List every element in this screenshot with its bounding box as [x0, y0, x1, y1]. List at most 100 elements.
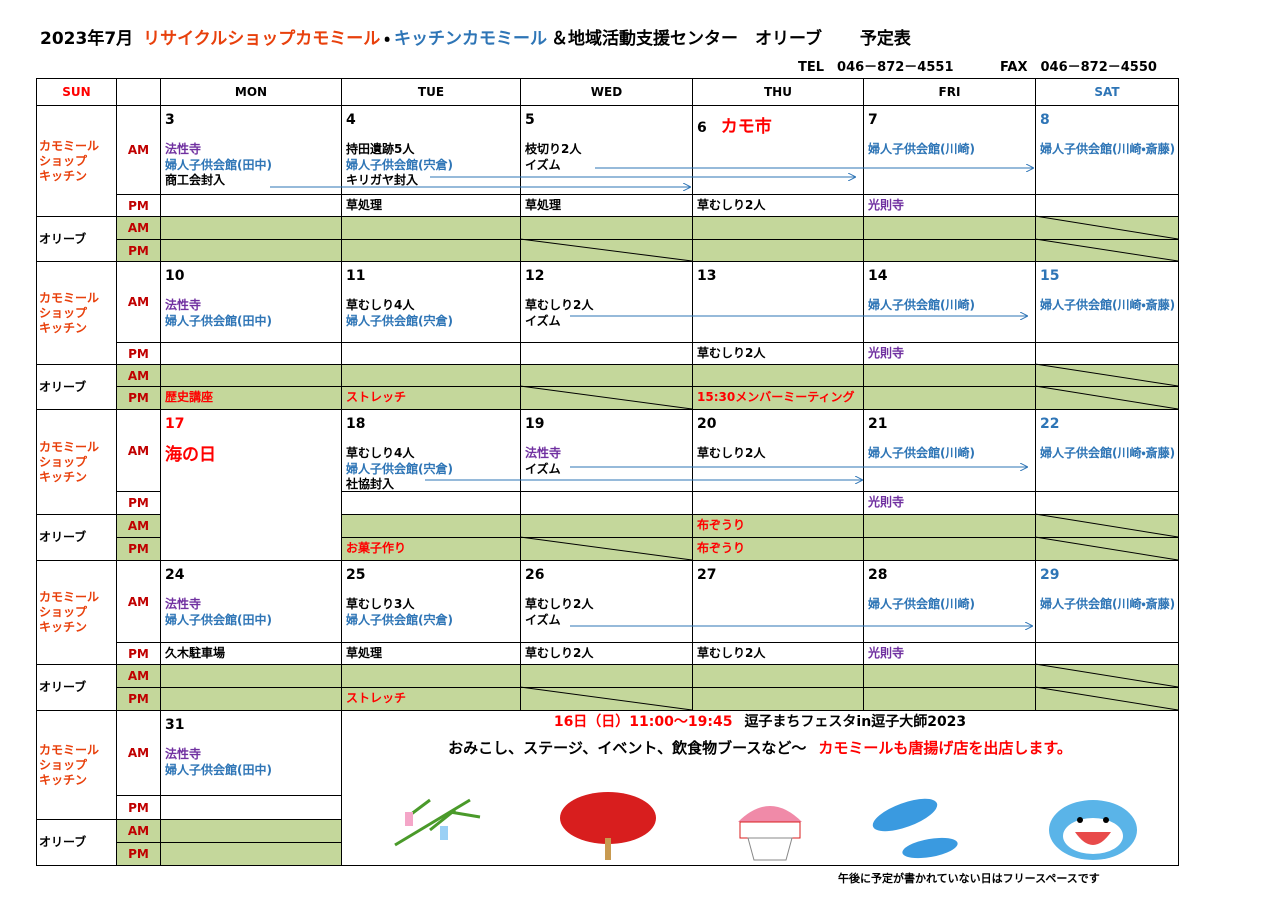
diagonal: [1034, 385, 1179, 410]
entry: 光則寺: [868, 646, 905, 660]
entry: 草処理: [346, 646, 383, 660]
olive-pm-cell: 布ぞうり: [692, 537, 864, 561]
day-cell: 15 婦人子供会館(川崎・斎藤): [1035, 261, 1179, 343]
date: 8: [1040, 112, 1050, 128]
olive-pm-cell: [863, 687, 1036, 711]
notice-text: カモミールも唐揚げ店を出店します。: [818, 739, 1072, 757]
entry: イズム: [525, 157, 561, 172]
entries: 光則寺: [868, 495, 904, 510]
holiday-name: 海の日: [165, 445, 216, 465]
am-label: AM: [116, 514, 161, 538]
date: 18: [346, 416, 366, 432]
entries: 婦人子供会館(川崎): [868, 597, 1033, 613]
entry: 婦人子供会館(川崎・斎藤): [1040, 446, 1176, 460]
entries: 草むしり2人: [697, 198, 765, 213]
date: 14: [868, 268, 888, 284]
date: 15: [1040, 268, 1060, 284]
olive-pm-cell: [160, 842, 342, 866]
entries: ストレッチ: [346, 691, 406, 706]
diagonal: [519, 385, 693, 410]
shop-row-label: カモミール ショップ キッチン: [36, 560, 117, 665]
entry: 婦人子供会館(宍倉): [346, 612, 453, 627]
entry: 布ぞうり: [697, 518, 746, 532]
entries: 婦人子供会館(川崎): [868, 298, 1033, 314]
entries: 草むしり2人 イズム: [525, 597, 690, 628]
day-cell: 29 婦人子供会館(川崎・斎藤): [1035, 560, 1179, 643]
notice-text: 逗子まちフェスタin逗子大師2023: [744, 714, 967, 730]
entry: 婦人子供会館(川崎): [868, 597, 975, 611]
day-cell: 3 法性寺 婦人子供会館(田中) 商工会封入: [160, 105, 342, 195]
diagonal: [519, 536, 693, 561]
date: 24: [165, 567, 185, 583]
date: 6 カモ市: [697, 117, 772, 137]
date: 4: [346, 112, 356, 128]
entry: 社協封入: [346, 477, 395, 491]
entry: 草処理: [525, 198, 562, 212]
entries: 法性寺 婦人子供会館(田中): [165, 747, 339, 778]
date: 13: [697, 268, 717, 284]
entries: 15:30メンバーミーティング: [697, 390, 854, 405]
olive-am-cell: [341, 514, 521, 538]
entry: 15:30メンバーミーティング: [697, 390, 855, 404]
entry: 婦人子供会館(川崎): [868, 298, 975, 312]
day-cell: 26 草むしり2人 イズム: [520, 560, 693, 643]
diagonal: [1034, 663, 1179, 688]
diagonal: [1034, 536, 1179, 561]
year-month: 2023年7月: [40, 29, 134, 49]
entries: 婦人子供会館(川崎): [868, 446, 1033, 462]
entry: お菓子作り: [346, 541, 407, 555]
entry: 草むしり3人: [346, 597, 415, 611]
tel: TEL 046－872－4551: [798, 60, 954, 75]
date: 11: [346, 268, 366, 284]
entries: 法性寺 婦人子供会館(田中): [165, 597, 339, 628]
olive-pm-cell: お菓子作り: [341, 537, 521, 561]
notice-text: 16日（日）11:00～19:45: [553, 714, 733, 730]
date: 3: [165, 112, 175, 128]
date: 26: [525, 567, 545, 583]
entry: 草むしり2人: [697, 346, 766, 360]
am-label: AM: [116, 364, 161, 387]
diagonal: [519, 238, 693, 262]
date: 20: [697, 416, 717, 432]
notice-text: おみこし、ステージ、イベント、飲食物ブースなど～: [448, 739, 807, 757]
entries: 光則寺: [868, 198, 904, 213]
olive-pm-cell: 歴史講座: [160, 386, 342, 410]
entries: 法性寺 イズム: [525, 446, 690, 477]
entry: 草むしり2人: [525, 298, 594, 312]
entry: イズム: [525, 612, 561, 627]
entry: 光則寺: [868, 346, 905, 360]
entry: 草処理: [346, 198, 383, 212]
diagonal: [1034, 215, 1179, 240]
schedule-label: 予定表: [859, 29, 911, 49]
diagonal: [1034, 238, 1179, 262]
fax: FAX 046－872－4550: [1000, 60, 1157, 75]
entry: 久木駐車場: [165, 646, 226, 660]
notice-line: おみこし、ステージ、イベント、飲食物ブースなど～ カモミールも唐揚げ店を出店します…: [342, 737, 1178, 758]
arrows: [270, 168, 1033, 626]
uchiwa: [560, 792, 656, 860]
olive-am-cell: [863, 216, 1036, 240]
entries: 歴史講座: [165, 390, 213, 405]
shop-name: リサイクルショップカモミール: [143, 29, 381, 49]
entries: 草むしり2人 イズム: [525, 298, 690, 329]
entries: 草むしり4人 婦人子供会館(宍倉): [346, 298, 518, 329]
shaved-ice: [738, 806, 802, 861]
date: 7: [868, 112, 878, 128]
entry: 法性寺: [165, 747, 202, 761]
entry: 婦人子供会館(川崎): [868, 142, 975, 156]
date: 29: [1040, 567, 1060, 583]
entries: 草むしり2人: [525, 646, 593, 661]
date: 27: [697, 567, 717, 583]
entries: 草むしり2人: [697, 446, 861, 462]
entry: キリガヤ封入: [346, 173, 419, 187]
entry: 法性寺: [165, 597, 202, 611]
entries: 婦人子供会館(川崎): [868, 142, 1033, 158]
tanabata: [394, 798, 481, 847]
entries: 法性寺 婦人子供会館(田中) 商工会封入: [165, 142, 339, 189]
entry: 光則寺: [868, 495, 905, 509]
date: 5: [525, 112, 535, 128]
entry: イズム: [525, 461, 561, 476]
entry: ストレッチ: [346, 691, 407, 705]
entry: 婦人子供会館(田中): [165, 612, 272, 627]
